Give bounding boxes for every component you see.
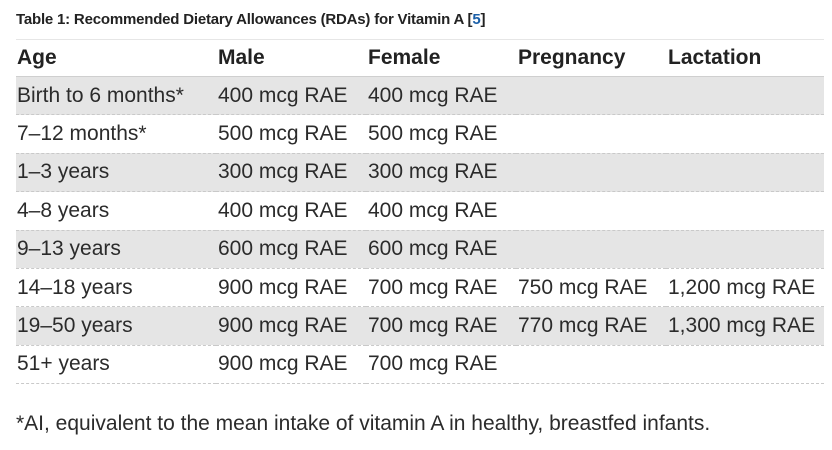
table-row: 1–3 years 300 mcg RAE 300 mcg RAE	[16, 153, 824, 193]
cell-lactation	[666, 76, 824, 116]
cell-age: 1–3 years	[16, 153, 216, 193]
table-row: 7–12 months* 500 mcg RAE 500 mcg RAE	[16, 114, 824, 154]
cell-female: 700 mcg RAE	[366, 306, 516, 346]
cell-female: 600 mcg RAE	[366, 230, 516, 269]
cell-female: 400 mcg RAE	[366, 191, 516, 231]
header-age: Age	[16, 39, 216, 77]
table-row: 51+ years 900 mcg RAE 700 mcg RAE	[16, 345, 824, 385]
caption-text: Table 1: Recommended Dietary Allowances …	[16, 11, 473, 28]
table-caption: Table 1: Recommended Dietary Allowances …	[16, 11, 485, 28]
footnote: *AI, equivalent to the mean intake of vi…	[16, 412, 711, 435]
cell-pregnancy: 770 mcg RAE	[516, 306, 666, 346]
cell-pregnancy	[516, 191, 666, 231]
header-lactation: Lactation	[666, 39, 824, 77]
cell-age: 14–18 years	[16, 268, 216, 308]
cell-female: 500 mcg RAE	[366, 114, 516, 154]
cell-male: 400 mcg RAE	[216, 191, 366, 231]
cell-female: 700 mcg RAE	[366, 345, 516, 385]
cell-female: 700 mcg RAE	[366, 268, 516, 308]
table-row: 19–50 years 900 mcg RAE 700 mcg RAE 770 …	[16, 306, 824, 346]
cell-male: 500 mcg RAE	[216, 114, 366, 154]
header-female: Female	[366, 39, 516, 77]
cell-pregnancy	[516, 345, 666, 385]
cell-lactation	[666, 114, 824, 154]
cell-male: 600 mcg RAE	[216, 230, 366, 269]
cell-age: 7–12 months*	[16, 114, 216, 154]
cell-female: 400 mcg RAE	[366, 76, 516, 116]
cell-lactation	[666, 230, 824, 269]
cell-lactation: 1,200 mcg RAE	[666, 268, 824, 308]
caption-close: ]	[480, 11, 486, 28]
table-row: 4–8 years 400 mcg RAE 400 mcg RAE	[16, 191, 824, 231]
cell-male: 300 mcg RAE	[216, 153, 366, 193]
header-male: Male	[216, 39, 366, 77]
table-row: 9–13 years 600 mcg RAE 600 mcg RAE	[16, 230, 824, 269]
rda-table: Age Male Female Pregnancy Lactation Birt…	[16, 39, 824, 385]
cell-male: 900 mcg RAE	[216, 268, 366, 308]
table-row: Birth to 6 months* 400 mcg RAE 400 mcg R…	[16, 76, 824, 116]
cell-age: 51+ years	[16, 345, 216, 385]
cell-pregnancy	[516, 114, 666, 154]
header-row: Age Male Female Pregnancy Lactation	[16, 39, 824, 77]
cell-pregnancy	[516, 230, 666, 269]
reference-link[interactable]: 5	[472, 11, 481, 28]
cell-age: 4–8 years	[16, 191, 216, 231]
cell-female: 300 mcg RAE	[366, 153, 516, 193]
cell-male: 400 mcg RAE	[216, 76, 366, 116]
cell-lactation: 1,300 mcg RAE	[666, 306, 824, 346]
cell-male: 900 mcg RAE	[216, 306, 366, 346]
cell-pregnancy	[516, 153, 666, 193]
cell-lactation	[666, 345, 824, 385]
cell-lactation	[666, 153, 824, 193]
cell-lactation	[666, 191, 824, 231]
cell-age: 9–13 years	[16, 230, 216, 269]
cell-age: 19–50 years	[16, 306, 216, 346]
cell-age: Birth to 6 months*	[16, 76, 216, 116]
table-row: 14–18 years 900 mcg RAE 700 mcg RAE 750 …	[16, 268, 824, 308]
cell-pregnancy	[516, 76, 666, 116]
cell-pregnancy: 750 mcg RAE	[516, 268, 666, 308]
cell-male: 900 mcg RAE	[216, 345, 366, 385]
header-pregnancy: Pregnancy	[516, 39, 666, 77]
